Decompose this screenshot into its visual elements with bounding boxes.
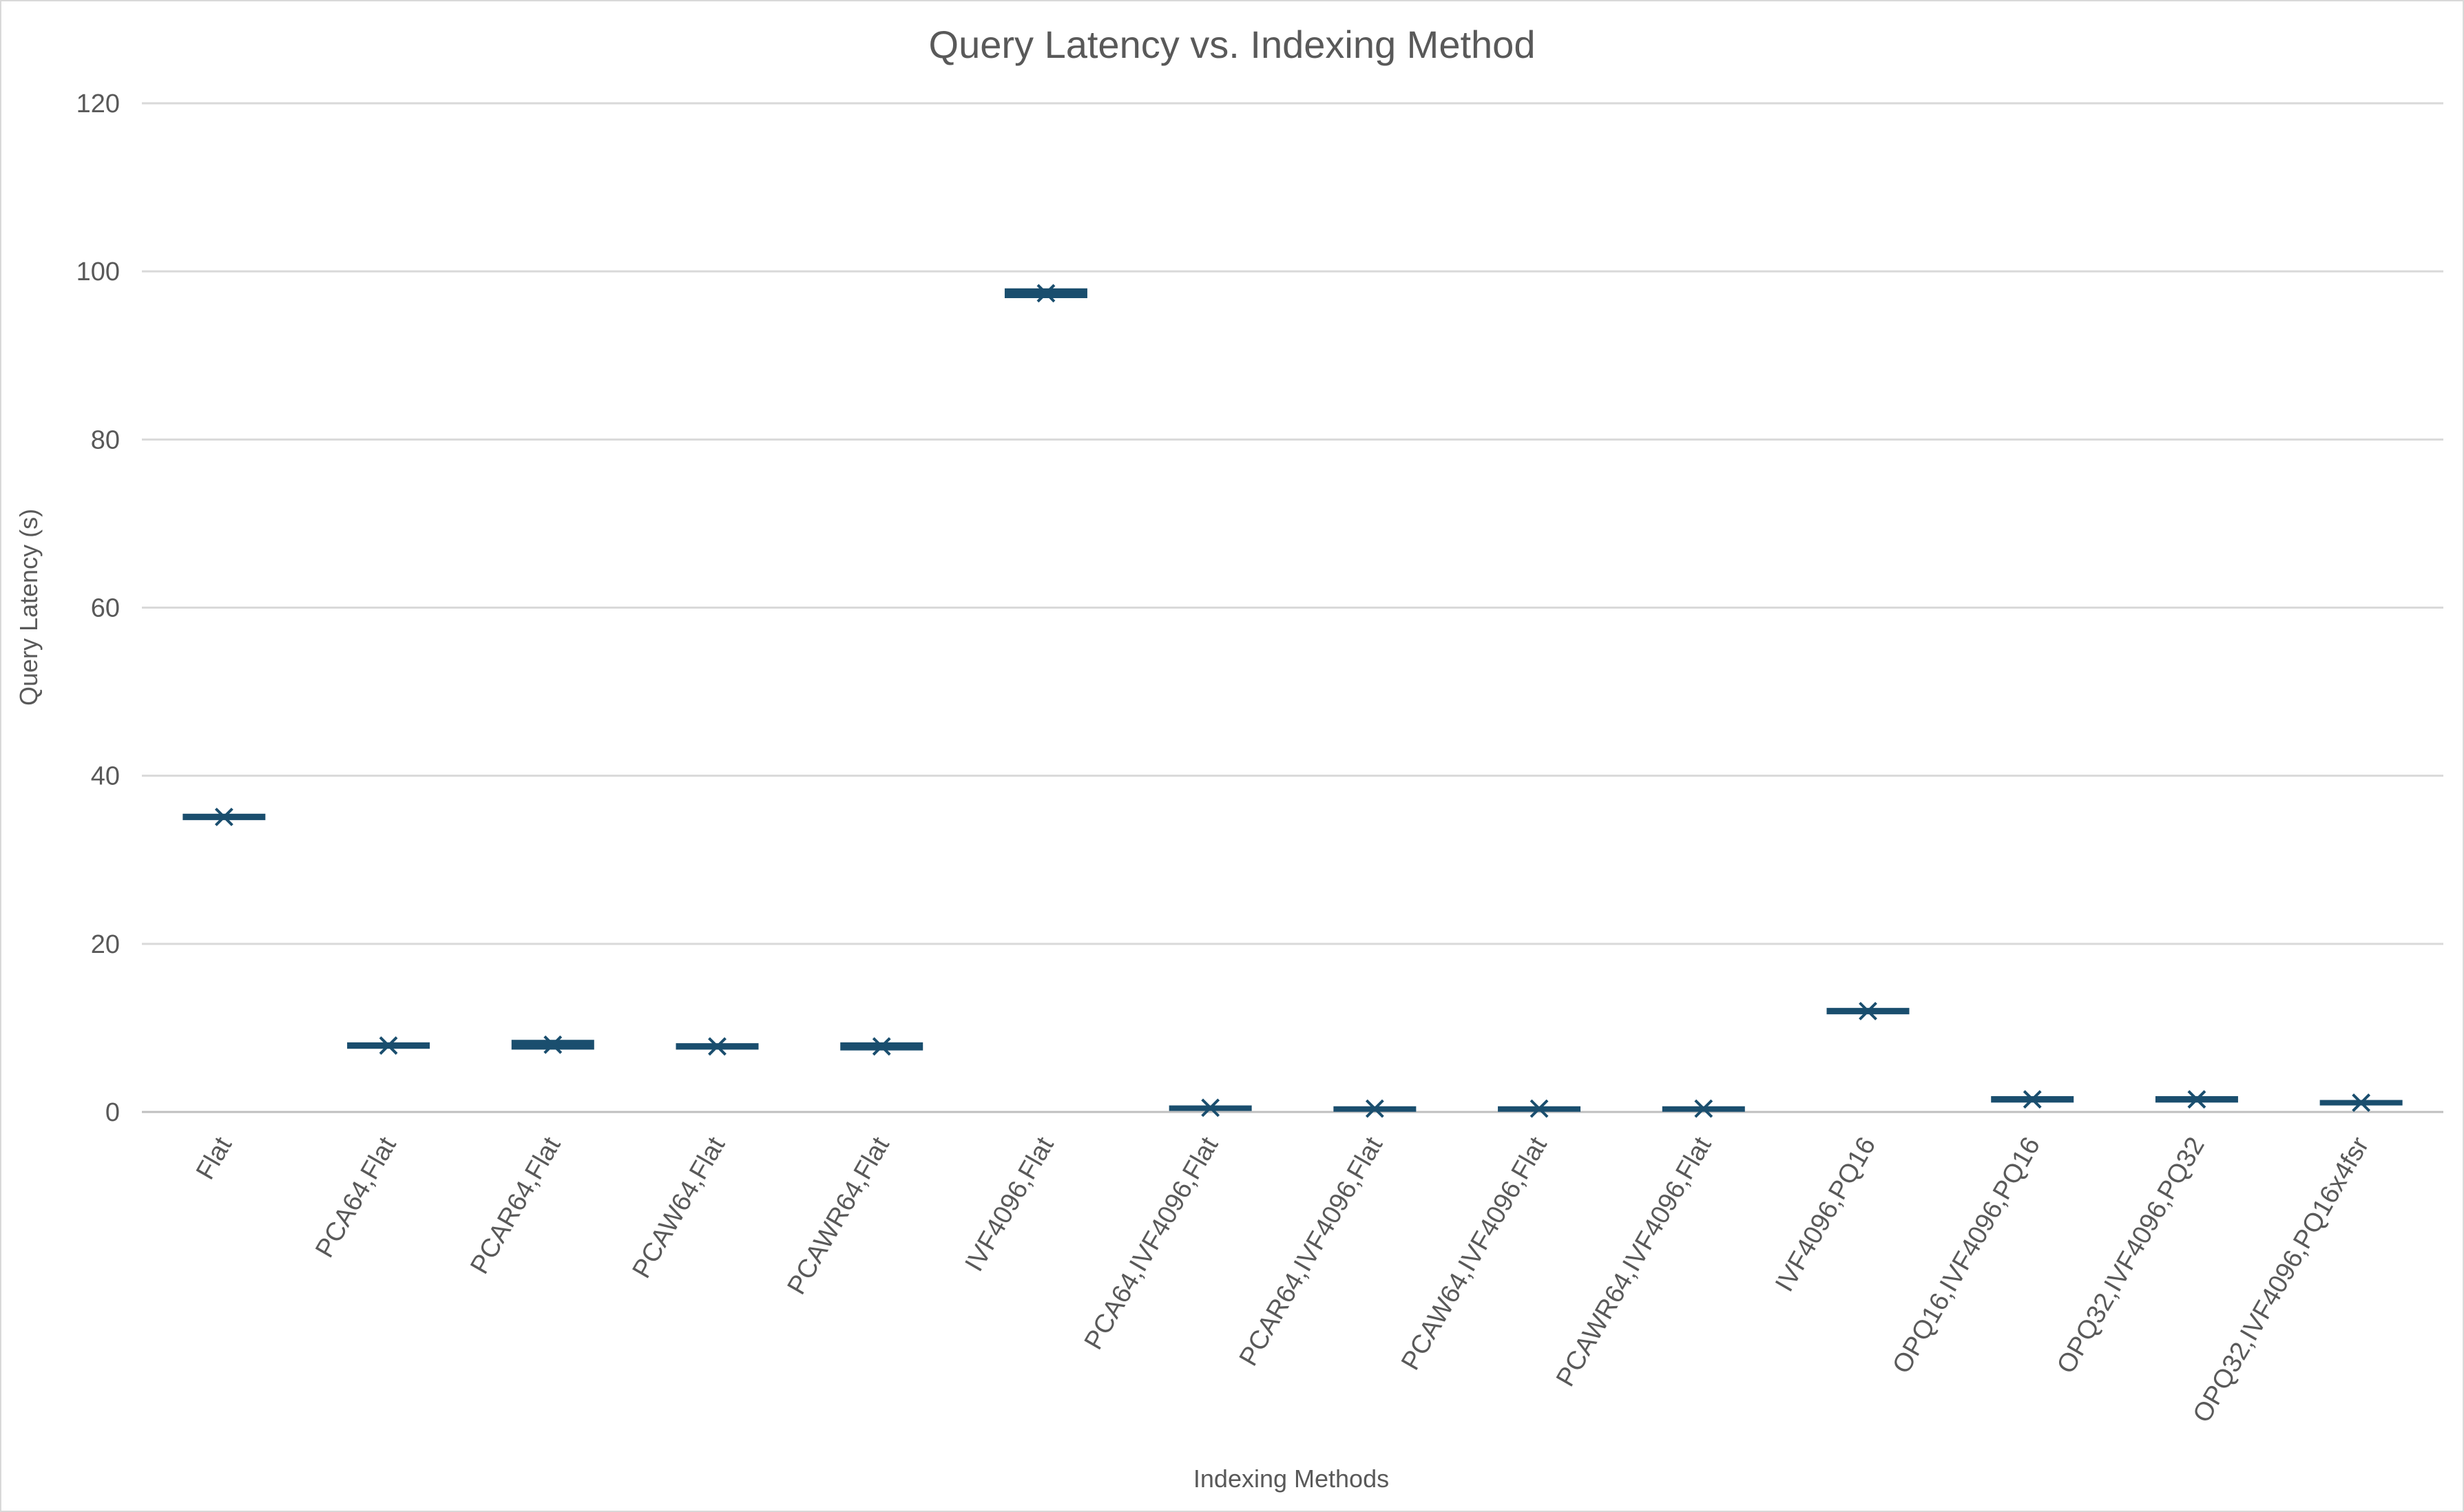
mean-marker <box>1859 1002 1877 1020</box>
y-tick-label: 60 <box>91 594 120 623</box>
mean-marker <box>2352 1093 2371 1112</box>
x-tick-label: IVF4096,Flat <box>960 1132 1060 1277</box>
mean-marker <box>1365 1099 1384 1118</box>
mean-marker <box>379 1036 398 1055</box>
x-tick-label: PCAW64,Flat <box>627 1132 731 1283</box>
mean-marker <box>1036 284 1056 303</box>
mean-marker <box>1201 1098 1220 1117</box>
mean-marker <box>2187 1090 2206 1109</box>
x-tick-label: OPQ32,IVF4096,PQ16x4fsr <box>2188 1132 2375 1427</box>
x-tick-label: PCA64,IVF4096,Flat <box>1079 1132 1224 1354</box>
mean-marker <box>2023 1090 2042 1109</box>
mean-marker <box>708 1037 727 1056</box>
x-tick-label: PCAR64,Flat <box>465 1132 566 1279</box>
mean-marker <box>872 1037 891 1056</box>
x-tick-label: Flat <box>191 1132 238 1184</box>
y-tick-label: 0 <box>105 1098 120 1127</box>
y-tick-label: 120 <box>76 90 120 118</box>
mean-marker <box>543 1035 563 1054</box>
x-tick-label: PCAR64,IVF4096,Flat <box>1234 1132 1389 1371</box>
y-tick-label: 100 <box>76 258 120 286</box>
y-axis-title: Query Latency (s) <box>14 509 43 706</box>
mean-marker <box>1694 1099 1713 1118</box>
chart-title: Query Latency vs. Indexing Method <box>929 23 1536 66</box>
mean-marker <box>214 808 233 826</box>
gridlines <box>142 102 2443 1113</box>
x-tick-label: PCAWR64,IVF4096,Flat <box>1551 1132 1718 1392</box>
x-axis-categories: Flat PCA64,Flat PCAR64,Flat PCAW64,Flat PCAW… <box>191 1132 2375 1427</box>
y-tick-label: 80 <box>91 426 120 454</box>
mean-marker <box>1529 1099 1549 1118</box>
x-tick-label: OPQ16,IVF4096,PQ16 <box>1887 1133 2046 1379</box>
x-tick-label: PCA64,Flat <box>310 1132 402 1263</box>
x-axis-title: Indexing Methods <box>1193 1464 1389 1493</box>
y-axis-ticks: 0 20 40 60 80 100 120 <box>76 90 120 1127</box>
y-tick-label: 20 <box>91 930 120 959</box>
x-tick-label: OPQ32,IVF4096,PQ32 <box>2051 1133 2211 1379</box>
x-tick-label: PCAWR64,Flat <box>782 1132 896 1299</box>
boxes <box>182 284 2403 1118</box>
y-tick-label: 40 <box>91 762 120 791</box>
x-tick-label: PCAW64,IVF4096,Flat <box>1396 1132 1553 1375</box>
x-tick-label: IVF4096,PQ16 <box>1770 1133 1881 1297</box>
